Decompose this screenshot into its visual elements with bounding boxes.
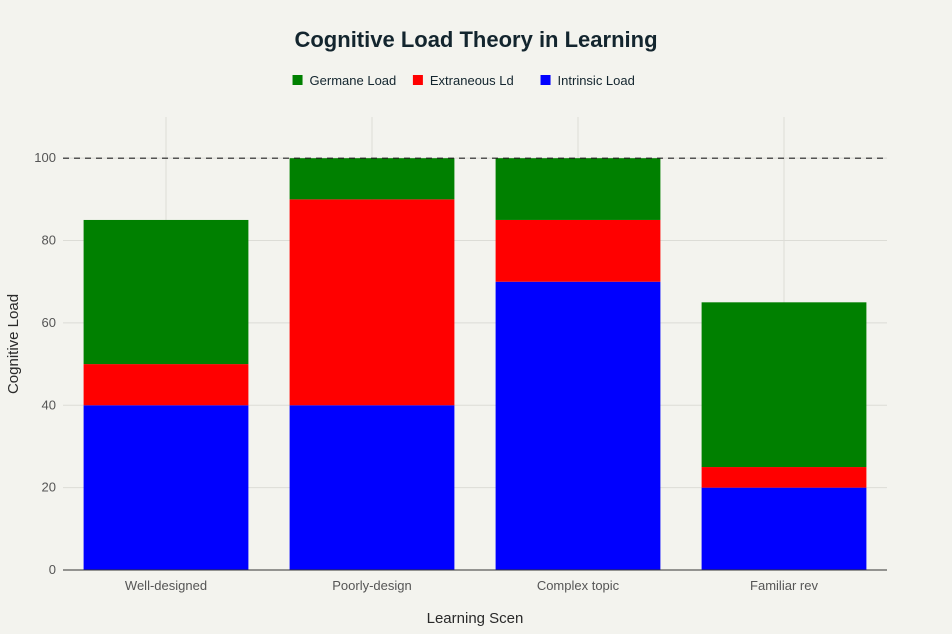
- bar-intrinsic-load: [289, 405, 455, 570]
- y-axis-label: Cognitive Load: [5, 294, 22, 394]
- bar-germane-load: [83, 219, 249, 365]
- x-tick-label: Poorly-design: [332, 578, 412, 593]
- bar-intrinsic-load: [495, 281, 661, 570]
- x-axis-label: Learning Scen: [427, 610, 524, 627]
- x-tick-label: Familiar rev: [750, 578, 818, 593]
- bar-extraneous-ld: [495, 219, 661, 282]
- legend-label-intrinsic-load: Intrinsic Load: [558, 73, 635, 88]
- y-tick-label: 60: [42, 315, 56, 330]
- x-tick-label: Well-designed: [125, 578, 207, 593]
- legend: Germane Load Extraneous Ld Intrinsic Load: [292, 73, 635, 88]
- bar-extraneous-ld: [701, 467, 867, 488]
- legend-swatch-germane-load: [292, 75, 303, 85]
- y-tick-label: 100: [34, 150, 56, 165]
- bar-intrinsic-load: [83, 405, 249, 570]
- y-tick-label: 20: [42, 480, 56, 495]
- bar-germane-load: [701, 302, 867, 468]
- bar-intrinsic-load: [701, 487, 867, 570]
- y-tick-label: 0: [49, 562, 56, 577]
- y-tick-label: 80: [42, 233, 56, 248]
- chart-title: Cognitive Load Theory in Learning: [294, 27, 657, 52]
- y-tick-label: 40: [42, 397, 56, 412]
- x-tick-label: Complex topic: [537, 578, 620, 593]
- bar-germane-load: [495, 158, 661, 220]
- legend-swatch-intrinsic-load: [540, 75, 551, 85]
- legend-label-extraneous-ld: Extraneous Ld: [430, 73, 514, 88]
- bar-extraneous-ld: [83, 364, 249, 406]
- legend-swatch-extraneous-ld: [412, 75, 423, 85]
- bar-germane-load: [289, 158, 455, 200]
- legend-label-germane-load: Germane Load: [310, 73, 397, 88]
- axes-layer: 0 20 40 60 80 100 Well-designed Poorly-design Co…: [34, 150, 887, 593]
- bars-layer: [83, 158, 867, 570]
- bar-extraneous-ld: [289, 199, 455, 406]
